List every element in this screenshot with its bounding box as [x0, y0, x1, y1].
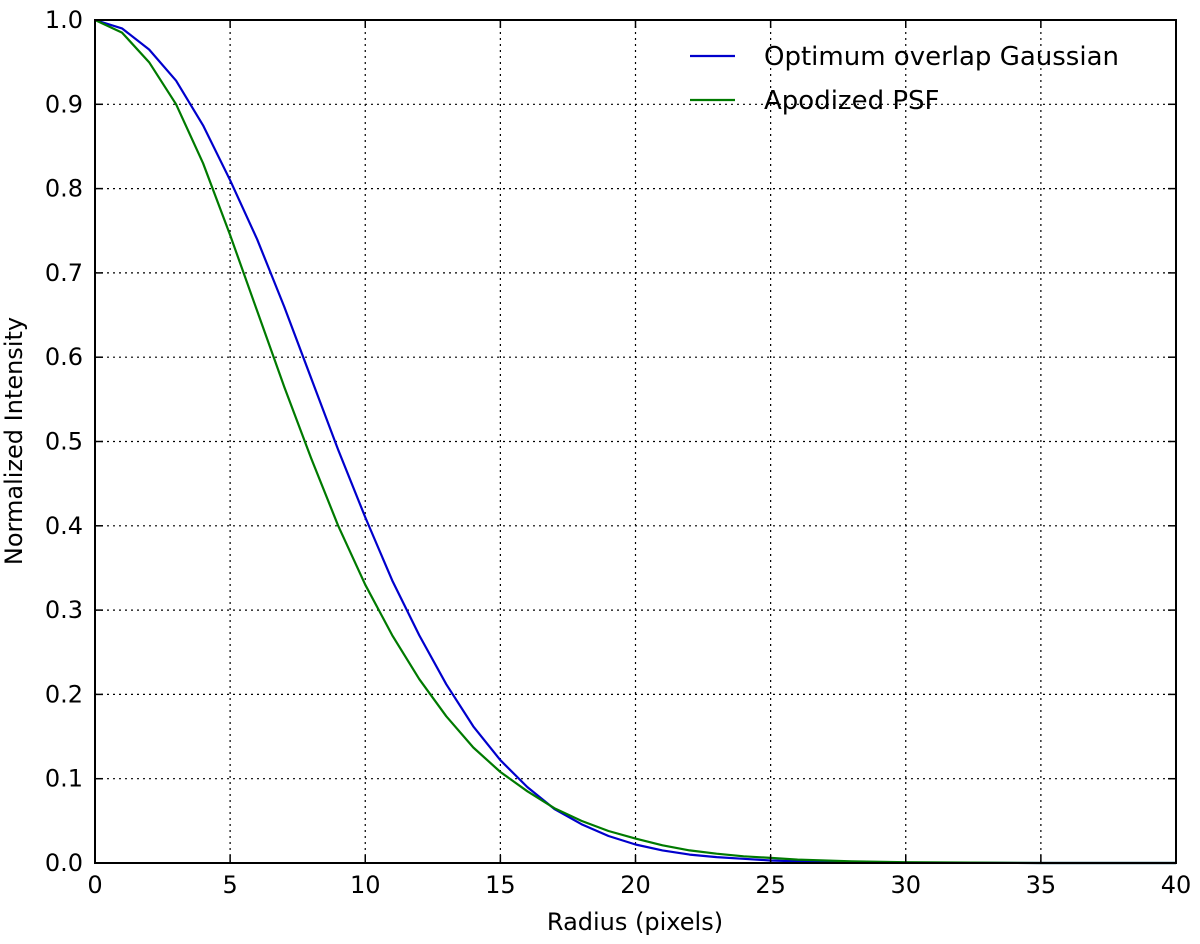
y-tick-label: 0.7	[45, 259, 83, 287]
y-tick-label: 0.5	[45, 428, 83, 456]
legend-label: Optimum overlap Gaussian	[764, 42, 1119, 72]
y-tick-label: 0.6	[45, 343, 83, 371]
series-lines	[94, 18, 1176, 865]
y-axis-label: Normalized Intensity	[0, 317, 28, 565]
legend: Optimum overlap Gaussian Apodized PSF	[690, 42, 1119, 116]
x-tick-label: 40	[1161, 871, 1192, 899]
x-tick-label: 10	[350, 871, 381, 899]
y-tick-label: 0.0	[45, 849, 83, 877]
y-tick-label: 0.2	[45, 680, 83, 708]
x-tick-label: 30	[890, 871, 921, 899]
series-line-2	[94, 19, 1176, 865]
x-tick-label: 15	[485, 871, 516, 899]
axis-ticks	[94, 19, 1177, 864]
x-axis-label: Radius (pixels)	[547, 908, 723, 936]
y-tick-label: 0.1	[45, 765, 83, 793]
y-tick-label: 0.8	[45, 175, 83, 203]
x-tick-label: 5	[222, 871, 237, 899]
y-tick-label: 0.4	[45, 512, 83, 540]
x-tick-label: 20	[620, 871, 651, 899]
y-tick-label: 0.9	[45, 90, 83, 118]
x-tick-label: 0	[87, 871, 102, 899]
grid-lines	[95, 20, 1176, 863]
y-tick-label: 0.3	[45, 596, 83, 624]
series-line-1	[94, 18, 1176, 865]
y-tick-label: 1.0	[45, 6, 83, 34]
legend-label: Apodized PSF	[764, 86, 939, 116]
x-tick-label: 35	[1026, 871, 1057, 899]
x-tick-label: 25	[755, 871, 786, 899]
tick-labels: 0 5 10 15 20 25 30 35 40 0.0 0.1 0.2 0.3 0.4 0.5 0.6 0.7…	[45, 6, 1191, 899]
